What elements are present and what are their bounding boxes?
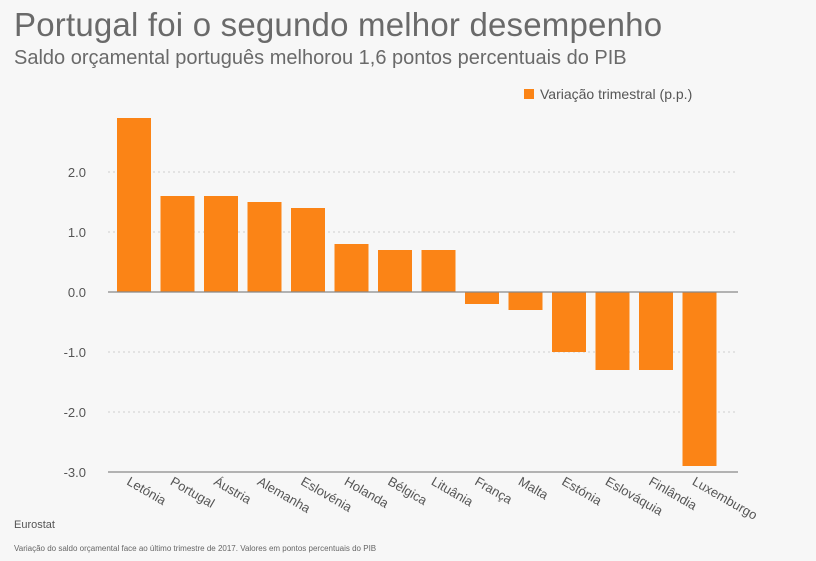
bar <box>378 250 412 292</box>
y-tick-label: -2.0 <box>64 405 86 420</box>
y-tick-label: 2.0 <box>68 165 86 180</box>
footnote: Variação do saldo orçamental face ao últ… <box>14 544 377 553</box>
bar <box>160 196 195 292</box>
bar <box>639 292 673 370</box>
bar <box>204 196 238 292</box>
y-tick-label: 1.0 <box>68 225 86 240</box>
chart-subtitle: Saldo orçamental português melhorou 1,6 … <box>14 47 627 69</box>
chart-title: Portugal foi o segundo melhor desempenho <box>14 6 663 43</box>
bar <box>508 292 543 310</box>
x-tick-label: França <box>472 474 515 508</box>
y-tick-label: 0.0 <box>68 285 86 300</box>
legend-label: Variação trimestral (p.p.) <box>540 86 693 102</box>
bar <box>595 292 630 370</box>
bar <box>117 118 151 292</box>
x-tick-label: Malta <box>516 474 552 503</box>
x-tick-label: Áustria <box>211 474 254 508</box>
x-tick-label: Lituânia <box>429 474 477 510</box>
bar <box>421 250 456 292</box>
source-label: Eurostat <box>14 519 55 531</box>
bar <box>682 292 717 466</box>
x-tick-label: Portugal <box>168 474 218 511</box>
y-tick-label: -3.0 <box>64 465 86 480</box>
bar <box>465 292 499 304</box>
x-tick-label: Letónia <box>124 474 169 509</box>
bar <box>291 208 325 292</box>
x-tick-label: Luxemburgo <box>690 474 760 523</box>
bar <box>552 292 586 352</box>
x-tick-label: Bélgica <box>385 474 430 509</box>
bar <box>334 244 369 292</box>
x-tick-label: Estónia <box>559 474 605 509</box>
y-tick-label: -1.0 <box>64 345 86 360</box>
legend-swatch <box>524 89 534 99</box>
legend: Variação trimestral (p.p.) <box>524 86 692 102</box>
bar <box>247 202 282 292</box>
